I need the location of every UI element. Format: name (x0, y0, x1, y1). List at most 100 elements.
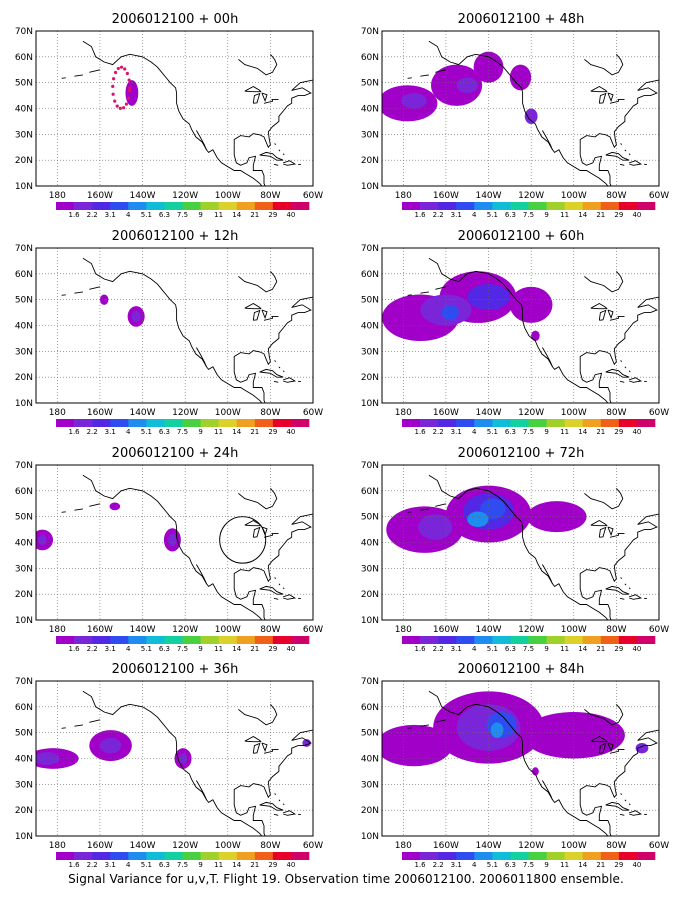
colorbar-swatch (618, 202, 638, 210)
colorbar-swatch (510, 636, 529, 644)
coastline (278, 149, 281, 152)
colorbar-swatch (272, 636, 292, 644)
coastline (233, 144, 266, 186)
latitude-label: 50N (15, 79, 33, 89)
latitude-label: 40N (361, 105, 379, 115)
colorbar-swatch (600, 419, 620, 427)
longitude-label: 140W (475, 841, 501, 851)
colorbar-swatch (438, 852, 457, 860)
colorbar-swatch (182, 852, 201, 860)
colorbar-swatch (290, 202, 310, 210)
colorbar-swatch (200, 852, 219, 860)
coastline (624, 149, 627, 152)
coastline (628, 153, 631, 156)
latitude-label: 60N (15, 53, 33, 63)
coastline (598, 309, 607, 321)
latitude-label: 30N (361, 347, 379, 357)
variance-contour (99, 737, 122, 754)
longitude-label: 140W (475, 191, 501, 201)
colorbar-label: 5.1 (141, 211, 152, 219)
longitude-label: 100W (215, 841, 241, 851)
colorbar-swatch (546, 636, 565, 644)
latitude-label: 70N (361, 461, 379, 471)
coastline (259, 368, 284, 378)
colorbar-label: 2.2 (433, 211, 444, 219)
colorbar-swatch (474, 202, 493, 210)
panel-title: 2006012100 + 84h (458, 662, 585, 677)
colorbar-label: 21 (596, 428, 605, 436)
colorbar-swatch (164, 419, 183, 427)
colorbar-swatch (600, 636, 620, 644)
colorbar-label: 5.1 (487, 211, 498, 219)
colorbar-label: 4 (472, 861, 477, 869)
colorbar-swatch (56, 202, 75, 210)
observation-marker (111, 84, 115, 88)
longitude-label: 120W (172, 408, 198, 418)
coastline (238, 54, 278, 76)
longitude-label: 120W (518, 841, 544, 851)
colorbar-swatch (200, 202, 219, 210)
longitude-label: 160W (433, 841, 459, 851)
target-region-circle (219, 516, 267, 564)
colorbar-swatch (600, 852, 620, 860)
colorbar-swatch (474, 419, 493, 427)
colorbar-swatch (618, 419, 638, 427)
colorbar-swatch (636, 419, 656, 427)
longitude-label: 120W (518, 408, 544, 418)
coastline (598, 526, 607, 538)
colorbar-label: 40 (286, 645, 295, 653)
longitude-label: 100W (561, 191, 587, 201)
colorbar-label: 7.5 (523, 428, 534, 436)
colorbar-label: 4 (126, 645, 131, 653)
longitude-label: 80W (260, 191, 280, 201)
latitude-label: 10N (361, 182, 379, 192)
coastline (61, 77, 66, 79)
observation-marker (116, 66, 120, 71)
coastline (420, 291, 429, 294)
coastline (620, 143, 623, 145)
colorbar-label: 9 (544, 211, 548, 219)
colorbar-swatch (236, 852, 256, 860)
colorbar-label: 9 (198, 645, 202, 653)
coastline (542, 130, 553, 150)
colorbar-label: 11 (214, 861, 223, 869)
coastline (584, 54, 624, 76)
longitude-label: 80W (606, 191, 626, 201)
colorbar-swatch (74, 419, 93, 427)
colorbar-swatch (110, 636, 129, 644)
longitude-label: 60W (649, 408, 669, 418)
colorbar-swatch (600, 202, 620, 210)
observation-marker (119, 65, 124, 69)
colorbar-label: 6.3 (159, 211, 170, 219)
colorbar-swatch (474, 852, 493, 860)
colorbar-swatch (402, 852, 421, 860)
observation-marker (115, 104, 119, 108)
colorbar-label: 3.1 (451, 861, 462, 869)
coastline (607, 742, 614, 753)
coastline (273, 163, 279, 166)
coastline (196, 564, 207, 584)
coastline (273, 813, 279, 816)
longitude-label: 100W (215, 191, 241, 201)
longitude-label: 160W (87, 191, 113, 201)
observation-marker (121, 106, 126, 110)
coastline (244, 85, 262, 93)
coastline (629, 377, 643, 383)
coastline (579, 578, 612, 620)
colorbar-swatch (564, 636, 584, 644)
coastline (584, 271, 624, 293)
latitude-label: 10N (361, 832, 379, 842)
colorbar-label: 9 (198, 861, 202, 869)
colorbar-swatch (564, 419, 584, 427)
longitude-label: 80W (260, 841, 280, 851)
colorbar-label: 6.3 (159, 861, 170, 869)
coastline (252, 526, 261, 538)
longitude-label: 120W (172, 191, 198, 201)
colorbar-swatch (236, 636, 256, 644)
longitude-label: 180 (395, 191, 412, 201)
latitude-label: 40N (361, 755, 379, 765)
longitude-label: 160W (433, 408, 459, 418)
colorbar-label: 2.2 (87, 428, 98, 436)
map-frame (35, 680, 314, 837)
coastline (609, 534, 619, 538)
